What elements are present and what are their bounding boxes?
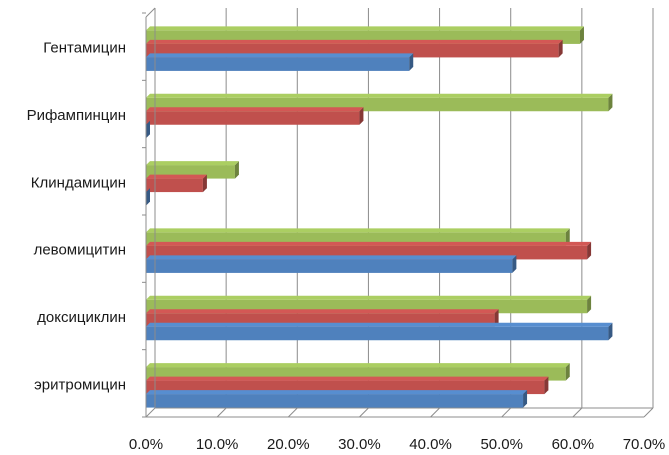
bar-end (359, 107, 364, 125)
y-axis-category-labels: Гентамицин Рифампинцин Клиндамицин левомици… (27, 40, 126, 394)
bar-end (544, 376, 549, 395)
floor-tick (643, 407, 654, 418)
floor-tick (430, 407, 440, 418)
floor-tick (145, 407, 156, 418)
bar (146, 322, 613, 341)
bar-top-sliver (146, 322, 613, 327)
bar-end (512, 255, 517, 273)
bar-top-sliver (146, 363, 570, 368)
x-tick-label: 30.0% (338, 436, 381, 453)
bar-end (409, 53, 414, 71)
chart-floor (145, 407, 654, 418)
y-category-label: левомицитин (34, 242, 126, 259)
bar (146, 390, 528, 408)
y-category-label: Рифампинцин (27, 107, 126, 124)
bar-top-sliver (146, 390, 528, 395)
bar-end (523, 390, 528, 408)
floor-tick (216, 407, 227, 418)
floor-tick (359, 407, 369, 418)
bar-top-sliver (146, 255, 517, 260)
bar-end (146, 120, 150, 139)
bar-top-sliver (146, 93, 613, 98)
bar-end (608, 322, 613, 341)
bar-top-sliver (146, 309, 499, 314)
bar-front (146, 394, 524, 408)
bar (146, 107, 364, 125)
bar-top-sliver (146, 228, 570, 233)
x-tick-label: 20.0% (267, 436, 310, 453)
bar-end (587, 241, 592, 260)
floor-tick (287, 407, 298, 418)
bar-end (146, 188, 150, 206)
bar-end (608, 93, 613, 112)
bar-top-sliver (146, 295, 592, 300)
y-category-label: Клиндамицин (31, 174, 126, 191)
bar-front (146, 178, 203, 193)
bar-top-sliver (146, 161, 239, 166)
bar-front (146, 326, 609, 341)
bar-end (587, 295, 592, 314)
floor-tick (572, 407, 583, 418)
bar-end (494, 309, 499, 327)
bar-top-sliver (146, 241, 592, 246)
x-tick-label: 10.0% (196, 436, 239, 453)
floor-tick (501, 407, 512, 418)
bar-front (146, 57, 410, 71)
bar-top-sliver (146, 39, 563, 44)
bar-end (558, 39, 563, 58)
x-tick-label: 70.0% (623, 436, 666, 453)
bar-front (146, 111, 360, 125)
x-tick-label: 50.0% (480, 436, 523, 453)
y-category-label: доксициклин (37, 309, 126, 326)
bar (146, 255, 517, 273)
y-axis (142, 7, 156, 418)
bar (146, 174, 207, 193)
x-tick-label: 40.0% (409, 436, 452, 453)
x-tick-label: 0.0% (129, 436, 163, 453)
x-tick-label: 60.0% (552, 436, 595, 453)
bar-top-sliver (146, 107, 364, 112)
bar-front (146, 259, 513, 273)
x-axis-tick-labels: 0.0% 10.0% 20.0% 30.0% 40.0% 50.0% 60.0% 70.0% (129, 436, 665, 453)
y-category-label: Гентамицин (43, 40, 126, 57)
bar-top-sliver (146, 53, 414, 58)
bar-end (234, 161, 239, 179)
bar-end (579, 26, 584, 44)
bar-top-sliver (146, 376, 549, 381)
bar-end (565, 363, 570, 381)
bar-end (202, 174, 207, 193)
bars (146, 26, 613, 408)
bar-top-sliver (146, 174, 207, 179)
y-category-label: эритромицин (34, 376, 126, 393)
bar-end (565, 228, 570, 246)
bar-top-sliver (146, 26, 584, 31)
bar (146, 53, 414, 71)
y-axis-top-connector (145, 7, 156, 18)
